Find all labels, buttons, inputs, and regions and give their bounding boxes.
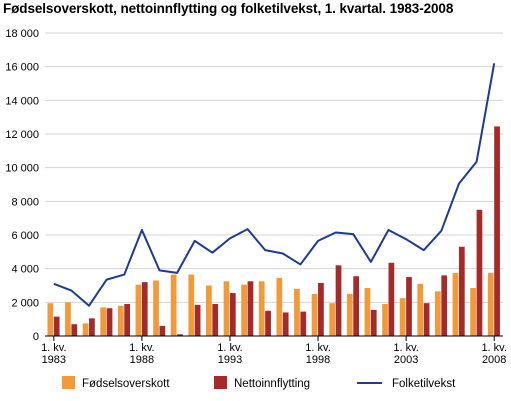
x-tick-label: 1. kv. (305, 342, 330, 354)
chart-title: Fødselsoverskott, nettoinnflytting og fo… (3, 1, 454, 16)
bar-fødselsoverskott (382, 304, 388, 336)
bar-nettoinnflytting (141, 282, 148, 336)
y-tick-label: 16 000 (5, 62, 39, 74)
bar-nettoinnflytting (458, 246, 465, 336)
bar-fødselsoverskott (435, 291, 441, 336)
bar-nettoinnflytting (247, 281, 254, 336)
bar-fødselsoverskott (65, 302, 71, 336)
legend-swatch (214, 376, 227, 389)
bar-nettoinnflytting (388, 262, 395, 336)
x-tick-label: 1. kv. (393, 342, 418, 354)
bar-fødselsoverskott (329, 303, 336, 336)
bar-nettoinnflytting (194, 304, 201, 336)
x-tick-label: 2008 (482, 354, 506, 366)
bars (47, 126, 500, 337)
bar-fødselsoverskott (100, 307, 107, 336)
x-tick-label: 2003 (394, 354, 418, 366)
bar-fødselsoverskott (135, 284, 142, 336)
bar-fødselsoverskott (223, 281, 230, 336)
bar-nettoinnflytting (335, 265, 342, 336)
bar-nettoinnflytting (318, 282, 324, 336)
bar-nettoinnflytting (177, 334, 183, 336)
bar-nettoinnflytting (106, 308, 113, 336)
bar-fødselsoverskott (417, 283, 424, 336)
x-tick-label: 1. kv. (41, 342, 66, 354)
bar-nettoinnflytting (300, 311, 307, 336)
y-tick-label: 14 000 (5, 95, 39, 107)
legend-label: Folketilvekst (392, 378, 456, 390)
y-tick-label: 6 000 (11, 230, 39, 242)
y-tick-label: 0 (33, 331, 39, 343)
bar-fødselsoverskott (311, 293, 318, 336)
gridlines (45, 32, 503, 303)
y-tick-label: 4 000 (11, 264, 39, 276)
y-tick-label: 8 000 (11, 196, 39, 208)
bar-nettoinnflytting (89, 318, 95, 336)
bar-fødselsoverskott (470, 288, 476, 336)
bar-nettoinnflytting (282, 312, 289, 336)
bar-fødselsoverskott (206, 285, 212, 336)
bar-nettoinnflytting (353, 276, 360, 336)
bar-fødselsoverskott (364, 288, 371, 336)
bar-fødselsoverskott (276, 277, 283, 336)
y-tick-label: 10 000 (5, 163, 39, 175)
legend: Fødselsoverskott Nettoinnflytting Folketil… (62, 376, 456, 390)
legend-label: Fødselsoverskott (82, 378, 170, 390)
y-tick-label: 12 000 (5, 129, 39, 141)
bar-fødselsoverskott (47, 303, 54, 336)
x-tick-label: 1998 (306, 354, 330, 366)
legend-label: Nettoinnflytting (234, 378, 310, 390)
bar-nettoinnflytting (53, 316, 60, 336)
bar-nettoinnflytting (406, 277, 412, 336)
x-tick-label: 1993 (218, 354, 242, 366)
y-tick-label: 18 000 (5, 28, 39, 40)
bar-fødselsoverskott (452, 272, 459, 337)
bar-fødselsoverskott (399, 298, 406, 337)
bar-fødselsoverskott (82, 323, 89, 337)
bar-fødselsoverskott (170, 274, 177, 336)
bar-nettoinnflytting (212, 304, 219, 336)
bar-nettoinnflytting (124, 304, 131, 336)
line-folketilvekst (53, 63, 496, 307)
bar-fødselsoverskott (294, 288, 300, 336)
bar-fødselsoverskott (188, 274, 195, 336)
x-tick-label: 1. kv. (129, 342, 154, 354)
bar-nettoinnflytting (370, 309, 377, 336)
bar-nettoinnflytting (229, 293, 236, 336)
bar-fødselsoverskott (241, 284, 247, 336)
bar-fødselsoverskott (117, 305, 124, 336)
bar-fødselsoverskott (153, 280, 159, 336)
bar-fødselsoverskott (487, 272, 494, 337)
y-tick-label: 2 000 (11, 297, 39, 309)
x-tick-label: 1. kv. (481, 342, 506, 354)
bar-fødselsoverskott (346, 293, 353, 336)
bar-fødselsoverskott (258, 281, 265, 336)
x-tick-label: 1. kv. (217, 342, 242, 354)
axes: 0 2 000 4 000 6 000 8 000 10 000 12 000 14 000 1… (5, 28, 507, 366)
bar-nettoinnflytting (476, 209, 483, 336)
bar-nettoinnflytting (423, 303, 430, 336)
x-tick-label: 1988 (130, 354, 154, 366)
legend-swatch (62, 376, 75, 389)
bar-nettoinnflytting (265, 310, 271, 336)
bar-nettoinnflytting (494, 126, 500, 337)
x-tick-label: 1983 (42, 354, 66, 366)
line-series (53, 63, 496, 307)
bar-nettoinnflytting (71, 324, 78, 336)
bar-nettoinnflytting (441, 275, 448, 336)
bar-nettoinnflytting (159, 325, 166, 336)
